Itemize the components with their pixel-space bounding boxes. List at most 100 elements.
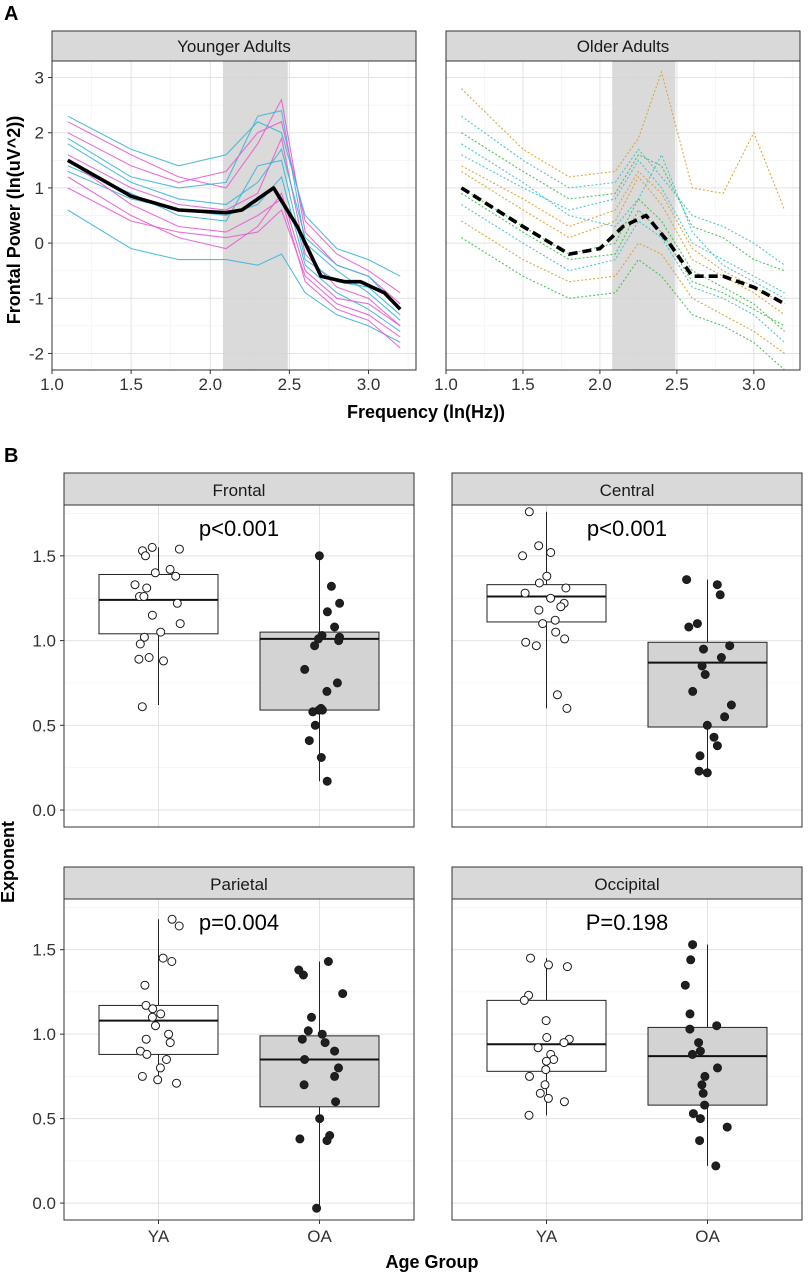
data-point	[702, 720, 712, 730]
alpha-band-highlight	[222, 61, 288, 370]
subject-line	[461, 143, 785, 299]
data-point	[538, 619, 548, 629]
data-point	[542, 571, 552, 581]
x-tick-label: 2.0	[198, 375, 222, 394]
data-point	[295, 1134, 305, 1144]
x-tick-label: OA	[307, 1227, 332, 1246]
data-point	[544, 960, 553, 970]
data-point	[695, 1114, 705, 1124]
data-point	[322, 776, 332, 786]
data-point	[313, 634, 323, 644]
data-point	[338, 989, 348, 999]
data-point	[694, 1038, 704, 1048]
data-point	[174, 544, 184, 554]
group-mean-line	[66, 158, 402, 311]
data-point	[334, 1063, 343, 1073]
data-point	[712, 580, 722, 590]
facet-older-adults: Older Adults 1.0 1.5 2.0 2.5 3.0	[434, 30, 801, 394]
data-point	[142, 1049, 152, 1059]
data-point	[559, 1097, 569, 1107]
data-point	[134, 654, 144, 664]
data-point	[713, 1063, 722, 1073]
subject-line	[461, 70, 786, 211]
data-point	[312, 1203, 322, 1213]
y-tick-label: 1.5	[32, 941, 56, 960]
y-tick-label: 0.5	[32, 1110, 56, 1129]
data-point	[715, 590, 725, 600]
x-tick-label: OA	[695, 1227, 720, 1246]
data-point	[137, 1071, 147, 1081]
y-axis-title-exponent: Exponent	[0, 821, 18, 903]
data-point	[540, 1080, 550, 1090]
data-point	[155, 1063, 165, 1073]
y-tick-label: 1.0	[32, 1025, 56, 1044]
y-tick-label: 1.0	[32, 632, 56, 651]
data-point	[720, 712, 730, 722]
data-point	[310, 720, 320, 730]
data-point	[164, 1029, 174, 1039]
box-iqr	[486, 584, 607, 623]
data-point	[531, 641, 541, 651]
facet-title: Central	[600, 481, 655, 500]
data-point	[680, 980, 690, 990]
x-tick-label: YA	[148, 1227, 170, 1246]
data-point	[541, 1016, 551, 1026]
data-point	[141, 551, 150, 561]
data-point	[323, 957, 333, 966]
subject-line	[461, 204, 785, 343]
data-point	[330, 622, 340, 632]
p-value-annotation: p<0.001	[587, 516, 667, 541]
subject-line	[461, 154, 785, 294]
data-point	[726, 700, 736, 710]
data-point	[526, 953, 535, 963]
plot-border	[451, 504, 803, 828]
data-point	[684, 622, 694, 632]
data-point	[546, 548, 556, 557]
plot-border	[451, 898, 803, 1221]
data-point	[300, 1055, 310, 1064]
data-point	[172, 598, 182, 608]
data-point	[167, 957, 177, 966]
data-point	[148, 1004, 158, 1014]
data-point	[521, 637, 531, 647]
data-point	[524, 507, 534, 517]
data-point	[140, 980, 150, 990]
data-point	[533, 1043, 543, 1053]
data-point	[158, 953, 168, 963]
data-point	[330, 1046, 340, 1056]
facet-central: Central p<0.001	[451, 472, 803, 828]
x-tick-label: 1.5	[511, 375, 535, 394]
group-mean-line	[460, 186, 786, 306]
data-point	[525, 1071, 534, 1081]
data-point	[550, 615, 560, 625]
data-point	[519, 995, 529, 1005]
data-point	[556, 602, 566, 612]
data-point	[686, 955, 696, 965]
y-axis-title-power: Frontal Power (ln(uV^2))	[4, 116, 24, 325]
data-point	[697, 1080, 707, 1090]
facet-younger-adults: Younger Adults 1.0 1.5 2.0 2.5 3.0 -2 -1 0 1 2 3	[29, 30, 417, 394]
data-point	[700, 1071, 710, 1081]
facet-strip	[63, 472, 415, 506]
data-point	[687, 1049, 697, 1059]
data-point	[692, 619, 702, 629]
subject-line	[67, 176, 401, 327]
facet-title: Older Adults	[577, 37, 670, 56]
data-point	[520, 588, 530, 598]
data-point	[712, 1021, 722, 1031]
data-point	[711, 1161, 721, 1171]
data-point	[534, 578, 544, 588]
data-point	[546, 593, 556, 603]
data-point	[722, 1122, 732, 1132]
y-tick-label: 0	[35, 234, 44, 253]
x-tick-label: 3.0	[357, 375, 381, 394]
data-point	[695, 751, 705, 761]
data-point	[142, 583, 152, 593]
x-axis-title-frequency: Frequency (ln(Hz))	[347, 402, 505, 422]
y-tick-label: 1.5	[32, 547, 56, 566]
x-axis-title-age-group: Age Group	[386, 1252, 479, 1272]
data-point	[141, 1034, 151, 1044]
data-point	[332, 678, 342, 688]
subject-line	[461, 170, 785, 316]
